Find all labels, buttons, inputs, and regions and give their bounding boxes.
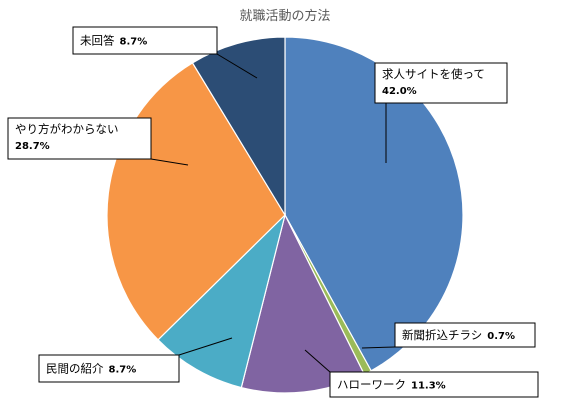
data-labels: 求人サイトを使って 42.0% 新聞折込チラシ 0.7% ハローワーク 11.3% 民間の紹…	[7, 26, 539, 398]
data-label-value: 8.7%	[109, 365, 137, 376]
leader-lines	[150, 53, 396, 373]
data-label-box	[374, 62, 508, 104]
leader-line	[178, 337, 233, 356]
data-label-name: 未回答	[80, 34, 115, 48]
leader-line	[216, 53, 258, 79]
chart-title: 就職活動の方法	[239, 8, 330, 24]
data-label-value: 11.3%	[411, 381, 446, 392]
data-label-box	[38, 354, 180, 383]
leader-line	[150, 158, 189, 166]
data-label-value: 8.7%	[120, 37, 148, 48]
data-label-name: ハローワーク	[337, 378, 406, 392]
data-label-value: 0.7%	[487, 331, 515, 342]
data-label-box	[394, 322, 536, 348]
pie-slice	[106, 62, 286, 341]
leader-line	[361, 346, 396, 349]
data-label-name: やり方がわからない	[15, 122, 119, 136]
data-label-value: 42.0%	[382, 86, 417, 97]
pie-slice	[191, 36, 286, 218]
data-label-name: 新聞折込チラシ	[402, 328, 482, 342]
data-label-value: 28.7%	[15, 141, 50, 152]
data-label-box	[72, 26, 218, 55]
data-label-name: 民間の紹介	[46, 362, 104, 376]
data-label-name: 求人サイトを使って	[382, 67, 485, 81]
data-label-box	[329, 371, 539, 398]
pie-slice	[157, 213, 287, 389]
leader-line	[304, 349, 331, 373]
data-label-box	[7, 117, 152, 160]
pie-slices	[106, 36, 464, 394]
